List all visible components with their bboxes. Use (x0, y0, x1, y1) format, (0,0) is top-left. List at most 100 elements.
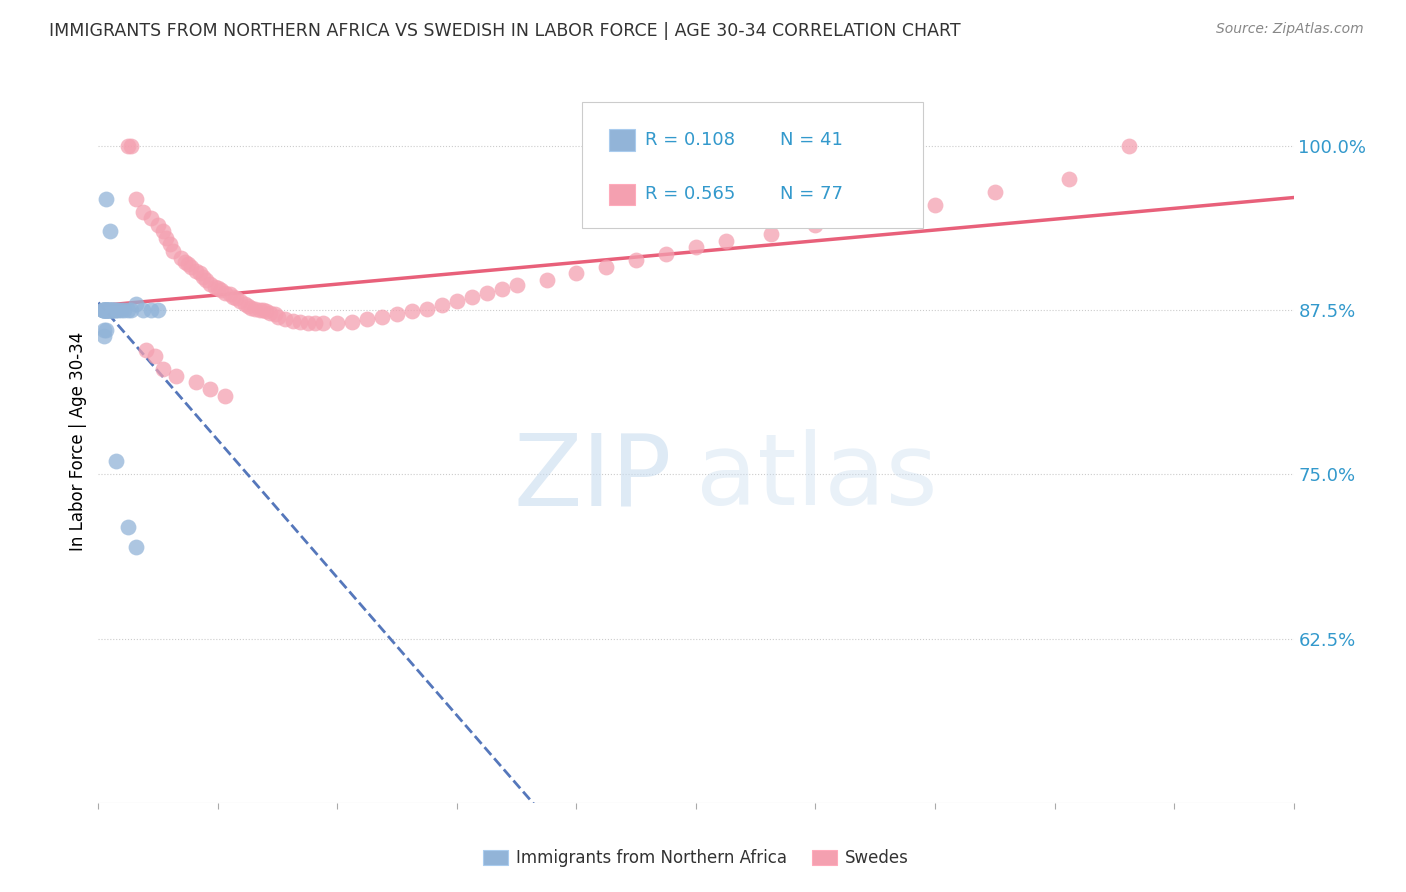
Text: R = 0.108: R = 0.108 (644, 131, 734, 149)
Point (214, 388, 236, 402)
Point (200, 277, 222, 291)
Point (214, 286, 236, 301)
Point (191, 270, 214, 285)
Point (626, 253, 648, 268)
Text: ZIP: ZIP (513, 429, 672, 526)
Point (188, 266, 211, 280)
Point (139, 303, 162, 318)
Point (94, 323, 117, 337)
Point (91, 303, 114, 318)
Point (222, 290, 245, 304)
Point (135, 343, 157, 357)
Point (91, 303, 114, 318)
Point (103, 303, 125, 318)
Point (93, 323, 115, 337)
Point (152, 224, 174, 238)
Point (139, 211, 162, 226)
Point (98, 224, 122, 238)
Point (475, 286, 498, 301)
Legend: Immigrants from Northern Africa, Swedes: Immigrants from Northern Africa, Swedes (477, 843, 915, 874)
Point (342, 315, 364, 329)
Point (155, 231, 177, 245)
Point (233, 296, 256, 310)
Point (506, 278, 529, 293)
Point (98, 303, 122, 318)
Point (174, 254, 197, 268)
Point (1118, 139, 1140, 153)
Point (759, 227, 782, 241)
Point (148, 303, 170, 318)
Point (225, 291, 247, 305)
Point (1059, 171, 1081, 186)
Point (209, 284, 232, 298)
Point (105, 303, 128, 318)
Point (103, 303, 125, 318)
Point (595, 260, 617, 274)
FancyBboxPatch shape (609, 184, 636, 205)
Point (288, 315, 311, 329)
Point (984, 185, 1007, 199)
Point (219, 287, 242, 301)
FancyBboxPatch shape (609, 129, 636, 151)
Point (97, 303, 120, 318)
Text: R = 0.565: R = 0.565 (644, 186, 735, 203)
Point (184, 376, 207, 390)
Point (94, 192, 117, 206)
Point (200, 382, 222, 396)
Point (120, 303, 142, 318)
FancyBboxPatch shape (582, 102, 922, 228)
Point (104, 303, 127, 318)
Point (804, 218, 827, 232)
Point (120, 139, 142, 153)
Point (326, 316, 349, 330)
Point (165, 368, 187, 383)
Point (184, 264, 207, 278)
Point (304, 316, 326, 330)
Point (865, 207, 887, 221)
Y-axis label: In Labor Force | Age 30-34: In Labor Force | Age 30-34 (69, 332, 87, 551)
Text: Source: ZipAtlas.com: Source: ZipAtlas.com (1216, 22, 1364, 37)
Point (416, 301, 439, 316)
Text: N = 77: N = 77 (779, 186, 842, 203)
Point (297, 316, 319, 330)
Point (105, 454, 128, 468)
Point (112, 303, 135, 318)
Point (446, 293, 468, 308)
Point (107, 303, 129, 318)
Point (536, 273, 558, 287)
Point (132, 204, 155, 219)
Point (207, 281, 229, 295)
Point (117, 303, 139, 318)
Point (110, 303, 132, 318)
Point (714, 234, 737, 248)
Point (401, 304, 423, 318)
Point (97, 303, 120, 318)
Point (143, 349, 166, 363)
Point (125, 296, 148, 310)
Point (93, 303, 115, 318)
Point (263, 307, 285, 321)
Point (274, 312, 297, 326)
Point (311, 316, 333, 330)
Point (93, 329, 115, 343)
Point (94, 303, 117, 318)
Point (245, 301, 267, 316)
Point (101, 303, 124, 318)
Text: atlas: atlas (696, 429, 938, 526)
Point (159, 237, 181, 252)
Point (371, 310, 394, 324)
Point (94, 303, 117, 318)
Point (259, 306, 281, 320)
Point (94, 303, 117, 318)
Point (281, 314, 304, 328)
Point (117, 520, 139, 534)
Text: N = 41: N = 41 (779, 131, 842, 149)
Point (461, 290, 484, 304)
Point (97, 303, 120, 318)
Point (148, 218, 170, 232)
Point (96, 303, 118, 318)
Point (125, 540, 148, 554)
Point (229, 293, 252, 308)
Point (93, 303, 115, 318)
Point (195, 273, 218, 287)
